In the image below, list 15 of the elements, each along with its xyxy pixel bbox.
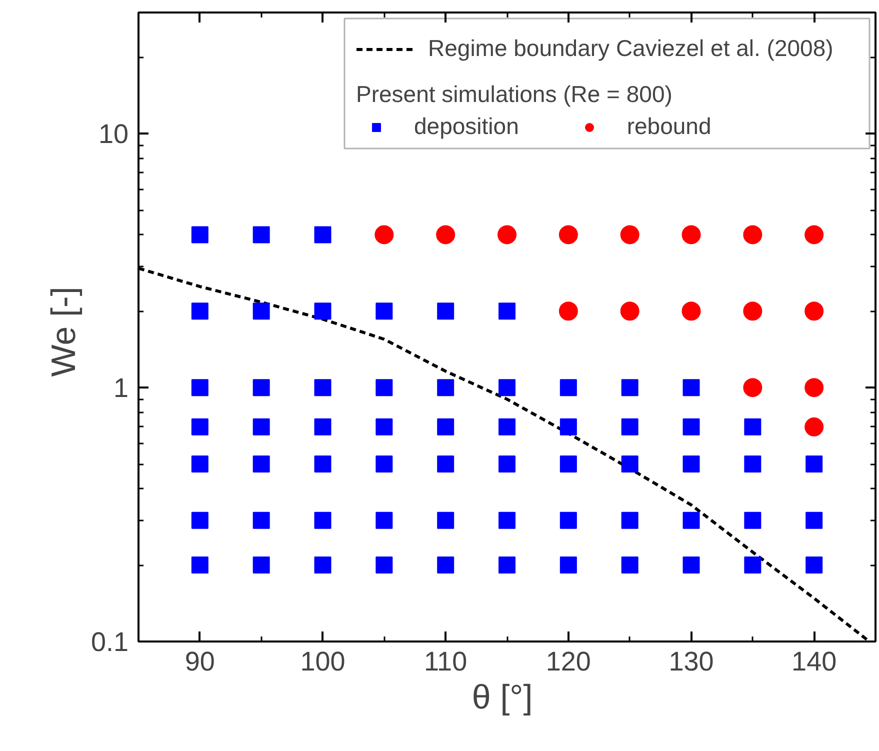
legend-label: rebound bbox=[626, 113, 712, 140]
x-tick-label: 120 bbox=[546, 646, 591, 676]
x-tick-label: 130 bbox=[668, 646, 714, 676]
y-tick-label: 1 bbox=[113, 373, 129, 404]
x-tick-label: 110 bbox=[424, 646, 468, 676]
legend-label: deposition bbox=[414, 113, 519, 140]
x-tick-label: 100 bbox=[300, 646, 346, 676]
legend-label: Regime boundary Caviezel et al. (2008) bbox=[428, 35, 834, 62]
y-tick-label: 10 bbox=[98, 119, 129, 150]
x-tick-label: 90 bbox=[184, 646, 215, 676]
legend-title: Present simulations (Re = 800) bbox=[356, 81, 674, 108]
y-tick-label: 0.1 bbox=[90, 627, 129, 657]
y-axis-title: We [-] bbox=[44, 286, 83, 377]
x-tick-label: 140 bbox=[792, 646, 837, 676]
x-axis-title: θ [°] bbox=[472, 678, 533, 716]
